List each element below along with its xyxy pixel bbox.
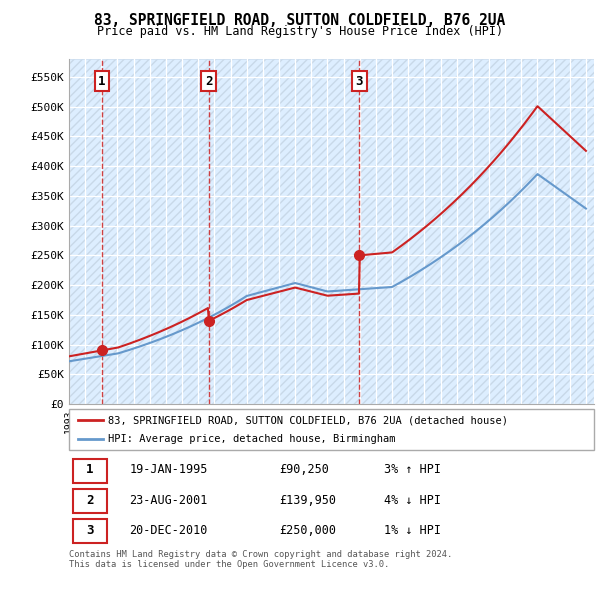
Text: 1% ↓ HPI: 1% ↓ HPI bbox=[384, 524, 441, 537]
FancyBboxPatch shape bbox=[73, 489, 107, 513]
Text: £90,250: £90,250 bbox=[279, 463, 329, 476]
Text: 19-JAN-1995: 19-JAN-1995 bbox=[130, 463, 208, 476]
Text: £139,950: £139,950 bbox=[279, 493, 336, 507]
FancyBboxPatch shape bbox=[73, 459, 107, 483]
Text: 1: 1 bbox=[98, 74, 106, 87]
Text: 2: 2 bbox=[205, 74, 212, 87]
FancyBboxPatch shape bbox=[73, 519, 107, 543]
Text: 4% ↓ HPI: 4% ↓ HPI bbox=[384, 493, 441, 507]
Text: £250,000: £250,000 bbox=[279, 524, 336, 537]
Text: 83, SPRINGFIELD ROAD, SUTTON COLDFIELD, B76 2UA (detached house): 83, SPRINGFIELD ROAD, SUTTON COLDFIELD, … bbox=[109, 415, 508, 425]
Text: 23-AUG-2001: 23-AUG-2001 bbox=[130, 493, 208, 507]
Text: 3% ↑ HPI: 3% ↑ HPI bbox=[384, 463, 441, 476]
Text: 3: 3 bbox=[356, 74, 363, 87]
Text: 83, SPRINGFIELD ROAD, SUTTON COLDFIELD, B76 2UA: 83, SPRINGFIELD ROAD, SUTTON COLDFIELD, … bbox=[94, 13, 506, 28]
Text: Contains HM Land Registry data © Crown copyright and database right 2024.
This d: Contains HM Land Registry data © Crown c… bbox=[69, 550, 452, 569]
Text: 2: 2 bbox=[86, 493, 94, 507]
Text: 3: 3 bbox=[86, 524, 94, 537]
Text: Price paid vs. HM Land Registry's House Price Index (HPI): Price paid vs. HM Land Registry's House … bbox=[97, 25, 503, 38]
Text: 1: 1 bbox=[86, 463, 94, 476]
Text: HPI: Average price, detached house, Birmingham: HPI: Average price, detached house, Birm… bbox=[109, 434, 396, 444]
Text: 20-DEC-2010: 20-DEC-2010 bbox=[130, 524, 208, 537]
